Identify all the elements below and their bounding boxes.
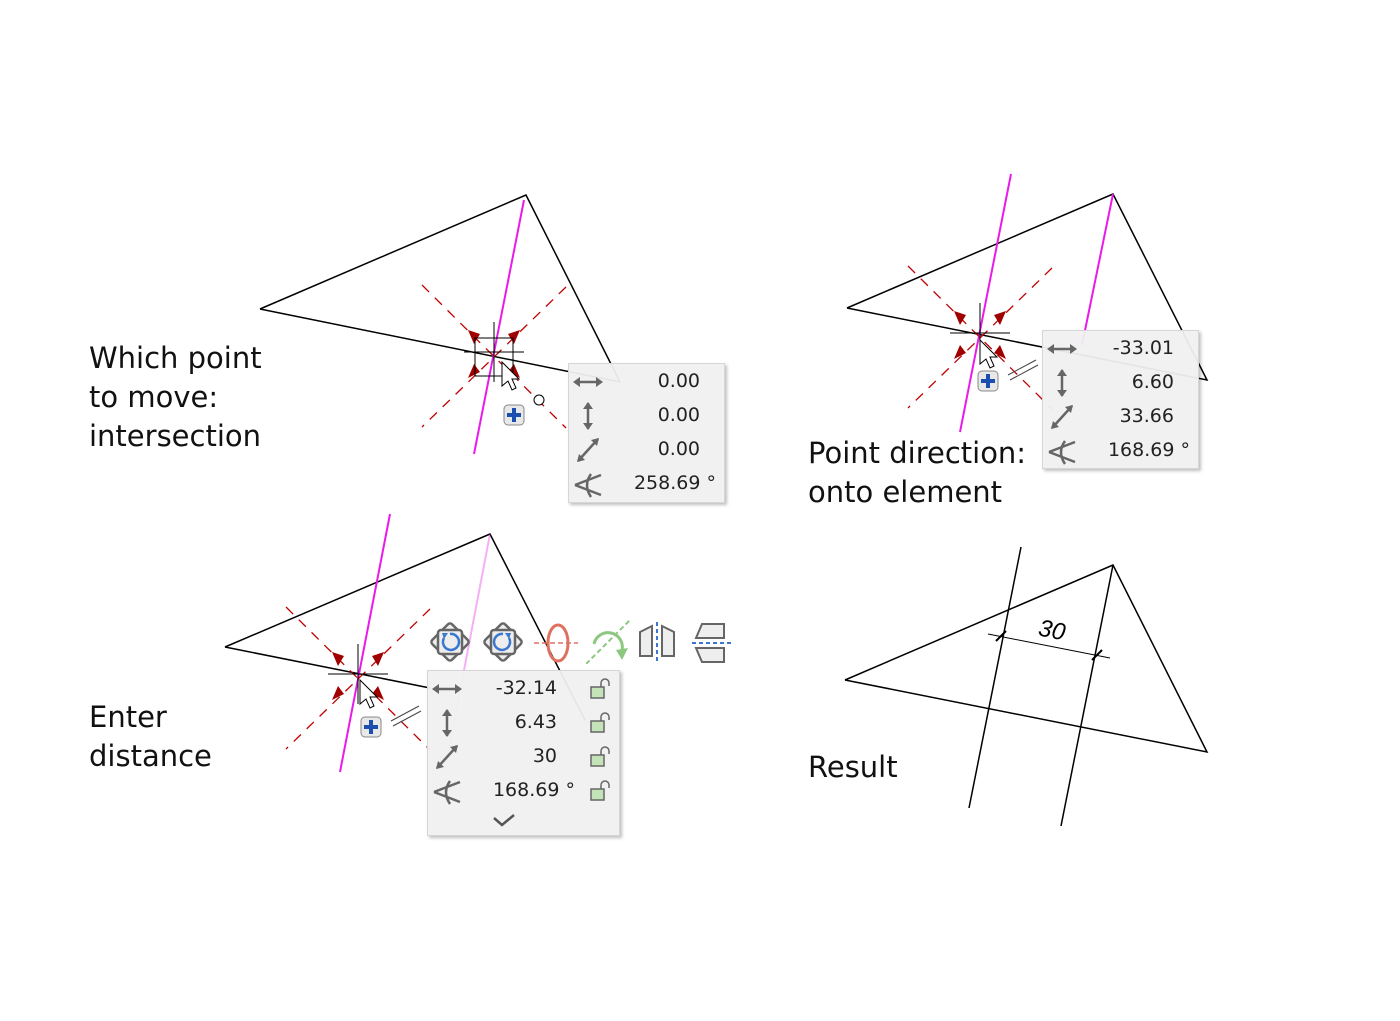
angle-icon xyxy=(1047,439,1077,465)
magenta-line xyxy=(1081,193,1114,346)
caption-step3: Enter distance xyxy=(89,698,212,776)
rotate-ccw-button[interactable] xyxy=(428,620,472,664)
caption-result: Result xyxy=(808,748,898,787)
dx-row: -32.14 xyxy=(428,672,619,706)
dx-row: -33.01 xyxy=(1043,332,1198,366)
triangle xyxy=(844,564,1209,754)
angle-icon xyxy=(573,472,603,498)
distance-row: 0.00 xyxy=(569,433,724,467)
vertical-arrow-icon xyxy=(1055,369,1069,397)
horizontal-arrow-icon xyxy=(432,682,462,696)
dimension-tick xyxy=(1091,649,1103,661)
caption-step2: Point direction: onto element xyxy=(808,434,1026,512)
dy-input[interactable]: 6.43 xyxy=(514,711,557,733)
cursor-icon xyxy=(501,361,520,391)
checkmark-icon[interactable] xyxy=(492,812,516,830)
triangle-edge xyxy=(259,308,621,383)
dimension-line xyxy=(987,633,1111,659)
caption-line: to move: xyxy=(89,380,219,414)
horizontal-arrow-icon xyxy=(1047,342,1077,356)
distance-value[interactable]: 0.00 xyxy=(657,438,700,460)
dy-row: 6.43 xyxy=(428,706,619,740)
add-icon xyxy=(503,404,525,426)
unlock-icon[interactable] xyxy=(589,712,611,734)
dy-value[interactable]: 0.00 xyxy=(657,404,700,426)
unlock-icon[interactable] xyxy=(589,780,611,802)
triangle-edge xyxy=(224,646,431,689)
coordinate-panel-step3: -32.14 6.43 30 168.69 ° xyxy=(427,670,620,836)
point-marker xyxy=(533,394,545,406)
distance-input[interactable]: 30 xyxy=(532,745,557,767)
parallel-icon xyxy=(1007,359,1039,381)
snap-crosshair xyxy=(285,606,431,751)
moved-line xyxy=(1060,564,1114,827)
rotate-3d-button[interactable] xyxy=(586,620,630,664)
caption-line: distance xyxy=(89,739,212,773)
add-icon xyxy=(977,370,999,392)
step1-drawing xyxy=(259,194,621,455)
caption-line: onto element xyxy=(808,475,1003,509)
caption-line: Result xyxy=(808,750,898,784)
cursor-icon xyxy=(979,339,998,369)
diagonal-arrow-icon xyxy=(575,436,601,464)
step2-drawing xyxy=(846,173,1209,433)
rotate-cw-button[interactable] xyxy=(481,620,525,664)
dimension-value: 30 xyxy=(1036,615,1068,647)
dx-value[interactable]: 0.00 xyxy=(657,370,700,392)
distance-row: 33.66 xyxy=(1043,400,1198,434)
triangle xyxy=(846,193,1209,382)
caption-line: Enter xyxy=(89,700,167,734)
angle-input[interactable]: 168.69 ° xyxy=(492,779,575,801)
triangle-edge xyxy=(259,194,621,383)
angle-row: 168.69 ° xyxy=(428,774,619,808)
result-drawing: 30 xyxy=(844,546,1209,827)
dy-row: 0.00 xyxy=(569,399,724,433)
angle-row: 258.69 ° xyxy=(569,467,724,501)
add-icon xyxy=(360,716,382,738)
vertical-arrow-icon xyxy=(581,402,595,430)
vertical-arrow-icon xyxy=(440,709,454,737)
snap-crosshair xyxy=(421,284,567,429)
dimension-tick xyxy=(995,630,1007,642)
angle-icon xyxy=(432,779,462,805)
magenta-line xyxy=(339,513,391,773)
caption-line: intersection xyxy=(89,419,262,453)
caption-step1: Which point to move: intersection xyxy=(89,339,262,456)
angle-value[interactable]: 258.69 ° xyxy=(633,472,716,494)
distance-value[interactable]: 33.66 xyxy=(1119,405,1174,427)
snap-box xyxy=(474,337,514,377)
horizontal-arrow-icon xyxy=(573,375,603,389)
dx-value[interactable]: -33.01 xyxy=(1112,337,1174,359)
rotate-axis-button[interactable] xyxy=(534,620,578,664)
caption-line: Point direction: xyxy=(808,436,1027,470)
angle-row: 168.69 ° xyxy=(1043,434,1198,468)
coordinate-panel-step2: -33.01 6.60 33.66 168.69 ° xyxy=(1042,330,1199,469)
mirror-horizontal-button[interactable] xyxy=(690,620,734,664)
caption-line: Which point xyxy=(89,341,262,375)
dx-row: 0.00 xyxy=(569,365,724,399)
magenta-line xyxy=(959,173,1012,433)
unlock-icon[interactable] xyxy=(589,746,611,768)
magenta-line xyxy=(473,199,525,455)
coordinate-panel-step1: 0.00 0.00 0.00 258.69 ° xyxy=(568,363,725,503)
parallel-icon xyxy=(390,705,422,727)
dy-value[interactable]: 6.60 xyxy=(1131,371,1174,393)
cursor-icon xyxy=(359,679,378,709)
mirror-vertical-button[interactable] xyxy=(636,620,680,664)
dy-row: 6.60 xyxy=(1043,366,1198,400)
diagonal-arrow-icon xyxy=(434,743,460,771)
dx-input[interactable]: -32.14 xyxy=(495,677,557,699)
diagonal-arrow-icon xyxy=(1049,403,1075,431)
distance-row: 30 xyxy=(428,740,619,774)
original-line xyxy=(968,546,1022,809)
unlock-icon[interactable] xyxy=(589,678,611,700)
angle-value[interactable]: 168.69 ° xyxy=(1107,439,1190,461)
